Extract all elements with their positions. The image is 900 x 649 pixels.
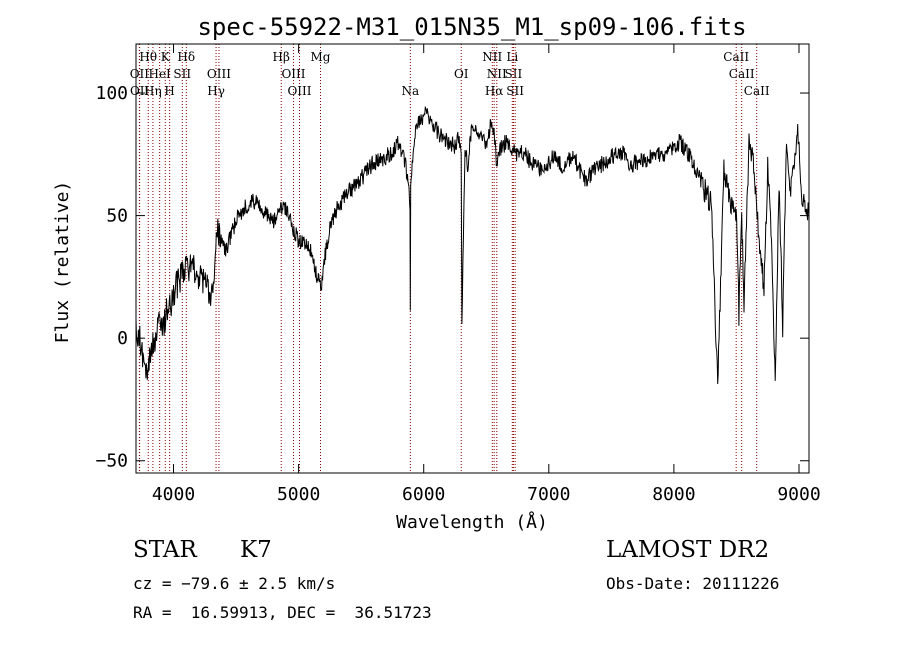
x-axis-label: Wavelength (Å) [396,511,548,533]
spectrum-chart: spec-55922-M31_015N35_M1_sp09-106.fits H… [52,13,821,533]
object-class: STAR [133,537,197,563]
y-axis-label: Flux (relative) [52,181,73,344]
spectral-line-label: NII [487,67,507,81]
spectral-line-label: SII [505,67,523,81]
spectral-line-label: OI [454,67,469,81]
y-tick-label: 0 [117,328,128,349]
axes: 4000 5000 6000 7000 8000 9000 −50 0 50 100 [95,44,821,505]
obs-date-text: Obs-Date: 20111226 [606,574,780,593]
spectrum-line [135,106,810,385]
spectral-line-label: K [161,50,171,64]
spectral-line-label: Hα [485,84,504,98]
spectrum-plot [135,106,810,385]
spectral-line-label: SII [173,67,191,81]
x-tick-label: 9000 [777,484,820,505]
spectral-line-label: Hγ [207,84,225,98]
spectral-line-label: HeI [148,67,171,81]
spectral-line-label: OIII [207,67,231,81]
coordinates-text: RA = 16.59913, DEC = 36.51723 [133,603,432,622]
spectral-line-label: CaII [744,84,770,98]
x-tick-label: 5000 [277,484,320,505]
spectral-line-label: OIII [287,84,311,98]
spectral-line-label: CaII [723,50,749,64]
spectral-line-label: Na [402,84,420,98]
spectral-line-label: CaII [729,67,755,81]
y-tick-label: 100 [95,83,128,104]
x-tick-label: 6000 [402,484,445,505]
spectral-line-label: Hθ [139,50,157,64]
spectral-line-label: H [164,84,174,98]
spectral-line-label: SII [506,84,524,98]
spectral-line-label: OII [130,84,150,98]
plot-frame [135,43,810,474]
redshift-text: cz = −79.6 ± 2.5 km/s [133,574,336,593]
spectral-line-label: Hη [144,84,162,98]
spectral-line-label: Hβ [273,50,290,64]
object-subclass: K7 [240,537,272,563]
spectral-line-label: NII [482,50,502,64]
spectral-line-label: OIII [281,67,305,81]
y-tick-label: 50 [106,206,128,227]
spectral-line-label: Mg [311,50,331,64]
spectral-line-label: Hδ [177,50,195,64]
x-tick-label: 7000 [527,484,570,505]
y-tick-label: −50 [95,451,128,472]
x-tick-label: 8000 [652,484,695,505]
survey-name: LAMOST DR2 [606,537,770,563]
x-tick-label: 4000 [152,484,195,505]
chart-title: spec-55922-M31_015N35_M1_sp09-106.fits [197,13,746,41]
spectral-line-label: Li [506,50,518,64]
